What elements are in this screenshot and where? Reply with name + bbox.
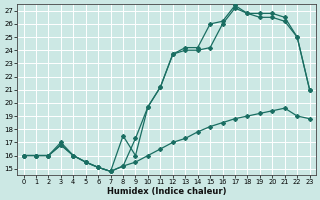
X-axis label: Humidex (Indice chaleur): Humidex (Indice chaleur) — [107, 187, 226, 196]
